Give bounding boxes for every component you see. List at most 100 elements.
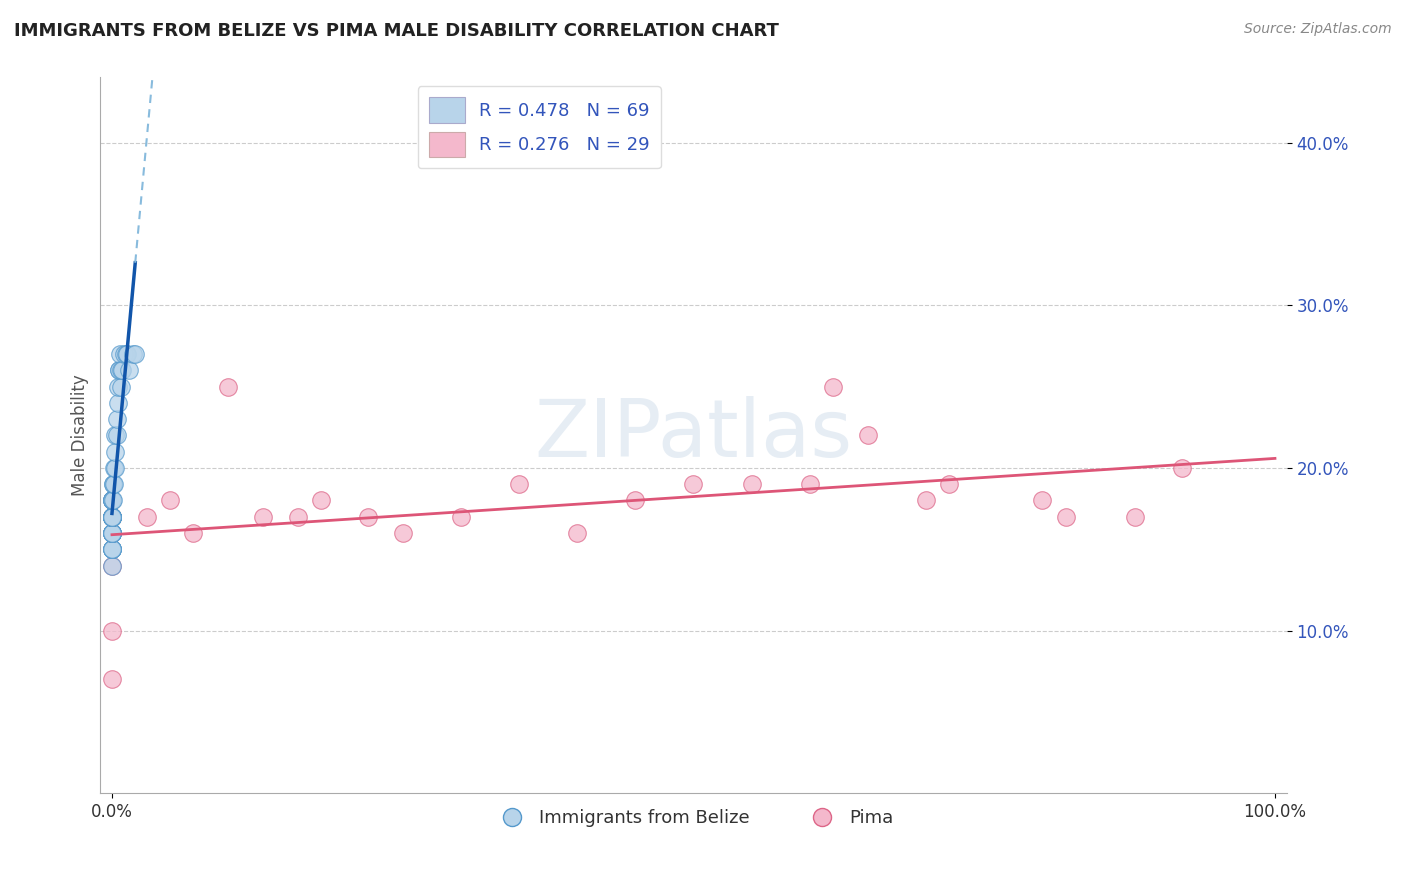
Point [108, 363, 131, 377]
Point [1054, 509, 1077, 524]
Point [508, 477, 530, 491]
Point [115, 347, 138, 361]
Point [101, 542, 124, 557]
Point [101, 493, 124, 508]
Point [110, 363, 132, 377]
Point [741, 477, 763, 491]
Point [101, 509, 124, 524]
Point [101, 509, 124, 524]
Point [101, 509, 124, 524]
Point [135, 509, 157, 524]
Point [101, 493, 124, 508]
Legend: Immigrants from Belize, Pima: Immigrants from Belize, Pima [486, 802, 900, 834]
Point [101, 509, 124, 524]
Point [101, 477, 124, 491]
Point [217, 379, 239, 393]
Point [107, 379, 129, 393]
Point [118, 363, 141, 377]
Point [1171, 461, 1194, 475]
Point [1031, 493, 1053, 508]
Point [105, 428, 128, 442]
Point [101, 509, 124, 524]
Point [101, 509, 124, 524]
Point [1125, 509, 1147, 524]
Point [107, 396, 129, 410]
Point [856, 428, 879, 442]
Point [101, 493, 124, 508]
Point [124, 347, 146, 361]
Point [101, 558, 124, 573]
Point [101, 509, 124, 524]
Point [110, 379, 132, 393]
Point [101, 509, 124, 524]
Point [357, 509, 380, 524]
Point [103, 461, 125, 475]
Point [112, 347, 135, 361]
Point [915, 493, 938, 508]
Point [252, 509, 274, 524]
Point [101, 526, 124, 541]
Point [108, 363, 131, 377]
Point [101, 509, 124, 524]
Point [105, 412, 128, 426]
Point [104, 444, 127, 458]
Point [567, 526, 589, 541]
Point [101, 526, 124, 541]
Point [101, 509, 124, 524]
Point [101, 509, 124, 524]
Point [101, 493, 124, 508]
Point [101, 542, 124, 557]
Point [101, 493, 124, 508]
Point [101, 542, 124, 557]
Point [101, 558, 124, 573]
Point [938, 477, 960, 491]
Point [101, 509, 124, 524]
Text: Source: ZipAtlas.com: Source: ZipAtlas.com [1244, 22, 1392, 37]
Point [115, 347, 138, 361]
Point [624, 493, 647, 508]
Point [101, 624, 124, 638]
Point [101, 526, 124, 541]
Point [103, 477, 125, 491]
Point [391, 526, 413, 541]
Point [101, 509, 124, 524]
Point [101, 509, 124, 524]
Point [122, 347, 145, 361]
Point [101, 509, 124, 524]
Point [101, 493, 124, 508]
Point [101, 526, 124, 541]
Text: ZIPatlas: ZIPatlas [534, 396, 852, 475]
Point [101, 526, 124, 541]
Point [101, 509, 124, 524]
Point [101, 542, 124, 557]
Point [101, 509, 124, 524]
Text: IMMIGRANTS FROM BELIZE VS PIMA MALE DISABILITY CORRELATION CHART: IMMIGRANTS FROM BELIZE VS PIMA MALE DISA… [14, 22, 779, 40]
Point [101, 509, 124, 524]
Point [111, 363, 134, 377]
Point [287, 509, 309, 524]
Point [101, 526, 124, 541]
Point [101, 509, 124, 524]
Point [101, 542, 124, 557]
Point [101, 509, 124, 524]
Point [183, 526, 205, 541]
Point [101, 477, 124, 491]
Point [450, 509, 472, 524]
Point [108, 347, 131, 361]
Point [311, 493, 333, 508]
Point [101, 526, 124, 541]
Point [101, 509, 124, 524]
Point [104, 428, 127, 442]
Point [101, 673, 124, 687]
Point [682, 477, 704, 491]
Point [101, 526, 124, 541]
Y-axis label: Male Disability: Male Disability [72, 375, 89, 496]
Point [101, 509, 124, 524]
Point [104, 461, 127, 475]
Point [101, 509, 124, 524]
Point [101, 493, 124, 508]
Point [101, 526, 124, 541]
Point [799, 477, 821, 491]
Point [101, 542, 124, 557]
Point [101, 509, 124, 524]
